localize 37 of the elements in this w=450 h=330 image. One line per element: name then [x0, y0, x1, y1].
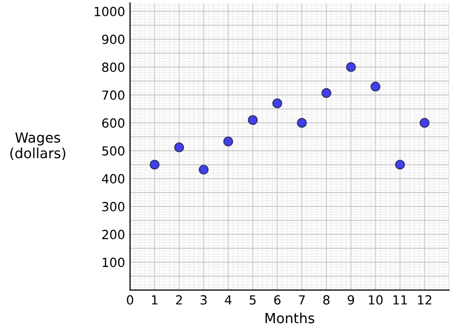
point: [248, 115, 258, 125]
x-axis-title: Months: [266, 312, 314, 324]
x-tick-label: 2: [176, 295, 182, 304]
y-tick-label: 900: [102, 34, 124, 44]
y-axis-title: Wages (dollars): [10, 132, 66, 160]
point: [198, 164, 209, 175]
x-tick-label: 9: [348, 295, 354, 305]
x-tick-label: 7: [298, 295, 305, 304]
y-tick-label: 700: [102, 90, 124, 100]
y-tick-label: 1000: [94, 6, 124, 16]
y-tick-label: 100: [102, 258, 124, 268]
y-tick-label: 400: [102, 174, 124, 184]
point: [174, 142, 184, 152]
x-tick-label: 10: [368, 295, 383, 305]
y-tick-label: 800: [102, 62, 124, 72]
point: [370, 82, 380, 92]
x-tick-label: 0: [126, 295, 134, 305]
point: [223, 136, 234, 146]
point: [395, 160, 405, 170]
x-tick-label: 6: [274, 295, 280, 305]
x-tick-label: 12: [418, 295, 432, 304]
x-tick-label: 3: [200, 295, 207, 305]
point: [296, 118, 307, 128]
y-tick-label: 300: [102, 202, 124, 212]
y-tick-label: 500: [102, 146, 124, 156]
x-tick-label: 5: [250, 295, 256, 305]
x-tick-label: 8: [323, 295, 330, 305]
y-tick-label: 200: [102, 230, 124, 240]
x-tick-label: 4: [224, 295, 232, 304]
y-tick-label: 600: [102, 118, 124, 128]
point: [272, 98, 282, 108]
x-tick-label: 11: [393, 295, 407, 304]
point: [321, 88, 332, 98]
x-tick-label: 1: [152, 295, 158, 304]
point: [346, 62, 356, 72]
point: [150, 160, 160, 170]
point: [420, 118, 430, 128]
